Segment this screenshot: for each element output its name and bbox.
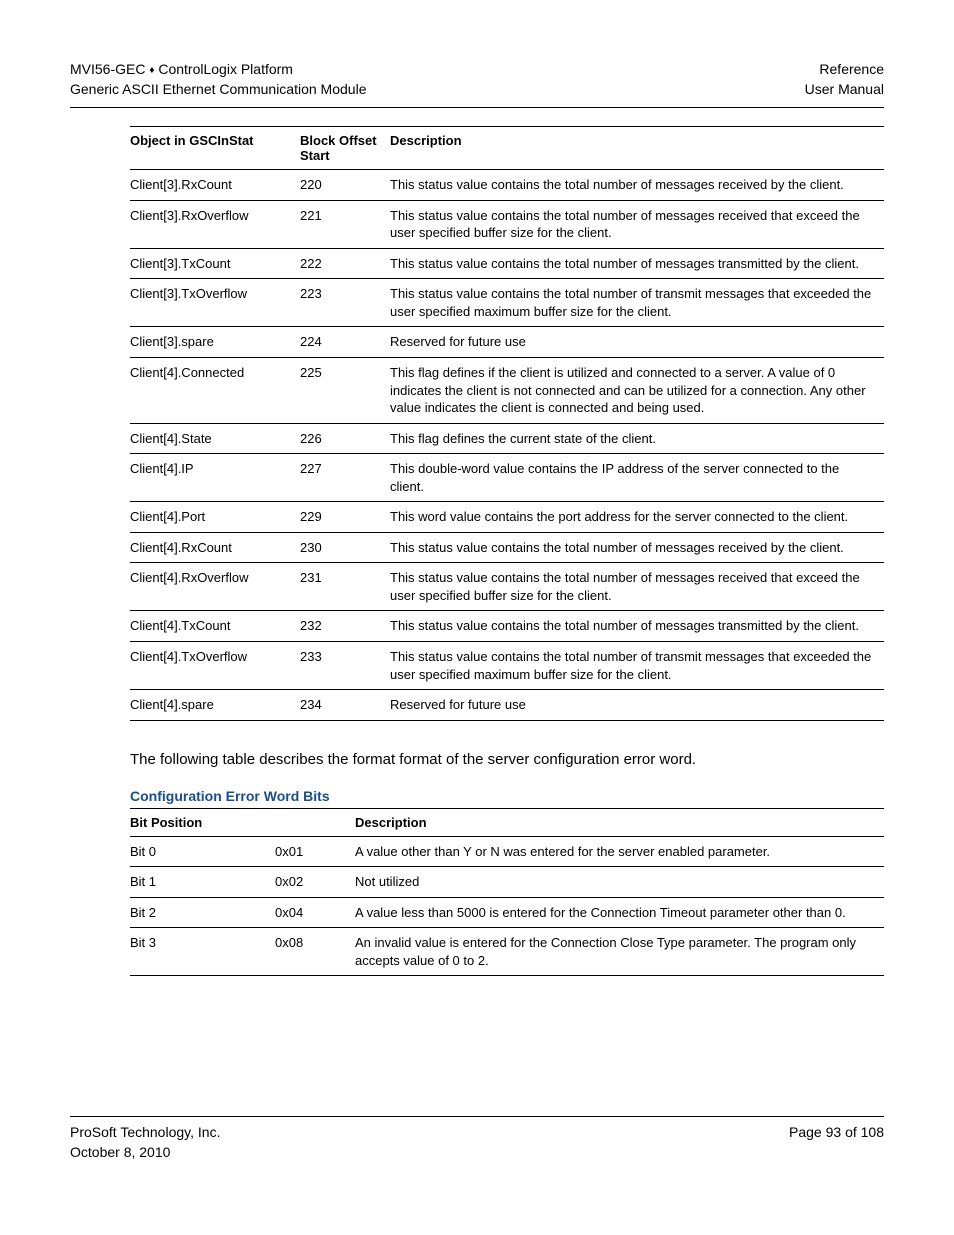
page-footer: ProSoft Technology, Inc. October 8, 2010… <box>70 1116 884 1162</box>
intro-paragraph: The following table describes the format… <box>130 749 884 770</box>
table-row: Bit 10x02Not utilized <box>130 867 884 898</box>
gscinstat-cell: This flag defines if the client is utili… <box>390 358 884 424</box>
config-error-cell: A value other than Y or N was entered fo… <box>355 836 884 867</box>
gscinstat-cell: 230 <box>300 532 390 563</box>
table-row: Client[4].TxCount232This status value co… <box>130 611 884 642</box>
config-error-cell: 0x08 <box>275 928 355 976</box>
gscinstat-cell: 220 <box>300 170 390 201</box>
col-bit-position: Bit Position <box>130 808 275 836</box>
config-error-cell: Not utilized <box>355 867 884 898</box>
gscinstat-cell: Client[3].TxCount <box>130 248 300 279</box>
table-row: Client[4].Port229This word value contain… <box>130 502 884 533</box>
gscinstat-cell: Client[4].TxOverflow <box>130 642 300 690</box>
config-error-cell: 0x04 <box>275 897 355 928</box>
gscinstat-cell: This status value contains the total num… <box>390 563 884 611</box>
config-error-cell: Bit 1 <box>130 867 275 898</box>
footer-company: ProSoft Technology, Inc. <box>70 1123 220 1143</box>
table-row: Bit 30x08An invalid value is entered for… <box>130 928 884 976</box>
footer-date: October 8, 2010 <box>70 1143 220 1163</box>
table-row: Client[4].TxOverflow233This status value… <box>130 642 884 690</box>
col-hex <box>275 808 355 836</box>
table-row: Client[3].TxOverflow223This status value… <box>130 279 884 327</box>
gscinstat-cell: This status value contains the total num… <box>390 642 884 690</box>
gscinstat-cell: This status value contains the total num… <box>390 611 884 642</box>
gscinstat-cell: Client[4].RxOverflow <box>130 563 300 611</box>
gscinstat-cell: 222 <box>300 248 390 279</box>
config-error-table: Bit Position Description Bit 00x01A valu… <box>130 808 884 977</box>
gscinstat-cell: Client[4].IP <box>130 454 300 502</box>
col-description: Description <box>390 127 884 170</box>
gscinstat-cell: 224 <box>300 327 390 358</box>
gscinstat-cell: 226 <box>300 423 390 454</box>
config-error-heading: Configuration Error Word Bits <box>130 788 884 804</box>
gscinstat-cell: Client[4].Connected <box>130 358 300 424</box>
col-offset: Block Offset Start <box>300 127 390 170</box>
gscinstat-cell: 233 <box>300 642 390 690</box>
gscinstat-cell: Client[4].Port <box>130 502 300 533</box>
config-error-cell: Bit 3 <box>130 928 275 976</box>
gscinstat-cell: Client[4].spare <box>130 690 300 721</box>
gscinstat-cell: Client[3].RxOverflow <box>130 200 300 248</box>
table-row: Bit 20x04A value less than 5000 is enter… <box>130 897 884 928</box>
gscinstat-cell: Reserved for future use <box>390 327 884 358</box>
config-error-cell: A value less than 5000 is entered for th… <box>355 897 884 928</box>
header-section: Reference <box>805 60 884 80</box>
gscinstat-cell: Client[3].TxOverflow <box>130 279 300 327</box>
config-error-cell: 0x01 <box>275 836 355 867</box>
gscinstat-cell: 225 <box>300 358 390 424</box>
gscinstat-cell: Client[3].RxCount <box>130 170 300 201</box>
gscinstat-cell: This status value contains the total num… <box>390 248 884 279</box>
gscinstat-cell: Reserved for future use <box>390 690 884 721</box>
page-header: MVI56-GEC ♦ ControlLogix Platform Generi… <box>70 60 884 108</box>
table-row: Client[4].Connected225This flag defines … <box>130 358 884 424</box>
header-doc-type: User Manual <box>805 80 884 100</box>
gscinstat-cell: Client[4].TxCount <box>130 611 300 642</box>
gscinstat-cell: 232 <box>300 611 390 642</box>
gscinstat-cell: 227 <box>300 454 390 502</box>
header-product: MVI56-GEC <box>70 61 149 77</box>
gscinstat-cell: This double-word value contains the IP a… <box>390 454 884 502</box>
gscinstat-cell: Client[4].RxCount <box>130 532 300 563</box>
table-row: Client[4].State226This flag defines the … <box>130 423 884 454</box>
table-row: Client[3].RxOverflow221This status value… <box>130 200 884 248</box>
header-platform: ControlLogix Platform <box>154 61 293 77</box>
gscinstat-cell: This word value contains the port addres… <box>390 502 884 533</box>
gscinstat-table: Object in GSCInStat Block Offset Start D… <box>130 126 884 720</box>
config-error-cell: An invalid value is entered for the Conn… <box>355 928 884 976</box>
table-row: Client[4].RxCount230This status value co… <box>130 532 884 563</box>
gscinstat-cell: 229 <box>300 502 390 533</box>
config-error-cell: Bit 2 <box>130 897 275 928</box>
table-row: Bit 00x01A value other than Y or N was e… <box>130 836 884 867</box>
table-row: Client[4].RxOverflow231This status value… <box>130 563 884 611</box>
config-error-cell: 0x02 <box>275 867 355 898</box>
header-subtitle: Generic ASCII Ethernet Communication Mod… <box>70 80 366 100</box>
footer-page-number: Page 93 of 108 <box>789 1123 884 1162</box>
col-object: Object in GSCInStat <box>130 127 300 170</box>
gscinstat-cell: This status value contains the total num… <box>390 532 884 563</box>
gscinstat-cell: 231 <box>300 563 390 611</box>
gscinstat-cell: This status value contains the total num… <box>390 279 884 327</box>
gscinstat-cell: 234 <box>300 690 390 721</box>
table-row: Client[3].RxCount220This status value co… <box>130 170 884 201</box>
gscinstat-cell: Client[4].State <box>130 423 300 454</box>
gscinstat-cell: 223 <box>300 279 390 327</box>
gscinstat-cell: This flag defines the current state of t… <box>390 423 884 454</box>
col-bit-description: Description <box>355 808 884 836</box>
gscinstat-cell: 221 <box>300 200 390 248</box>
table-row: Client[3].spare224Reserved for future us… <box>130 327 884 358</box>
table-row: Client[4].IP227This double-word value co… <box>130 454 884 502</box>
gscinstat-cell: This status value contains the total num… <box>390 170 884 201</box>
table-row: Client[3].TxCount222This status value co… <box>130 248 884 279</box>
gscinstat-cell: This status value contains the total num… <box>390 200 884 248</box>
config-error-cell: Bit 0 <box>130 836 275 867</box>
table-row: Client[4].spare234Reserved for future us… <box>130 690 884 721</box>
gscinstat-cell: Client[3].spare <box>130 327 300 358</box>
